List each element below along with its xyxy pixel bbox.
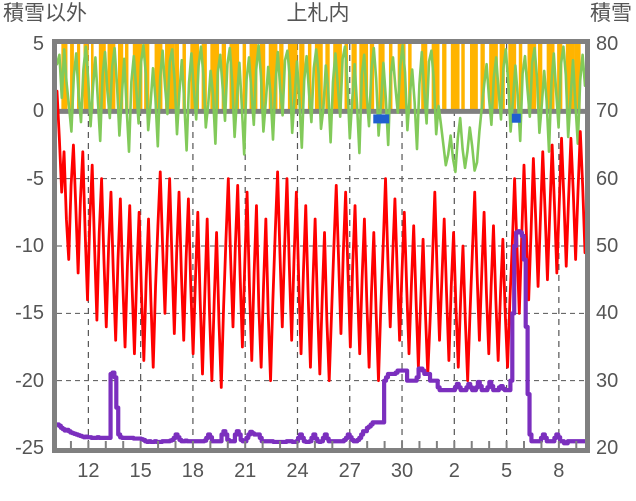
purple-series-line bbox=[57, 229, 585, 446]
right-tick-label: 30 bbox=[596, 369, 619, 392]
right-tick-label: 40 bbox=[596, 302, 619, 325]
green-series-line bbox=[57, 44, 585, 174]
left-tick-label: -15 bbox=[15, 302, 44, 325]
x-tick-label: 8 bbox=[553, 460, 565, 482]
right-axis-title: 積雪 bbox=[590, 2, 632, 25]
right-tick-label: 20 bbox=[596, 437, 619, 459]
right-tick-label: 70 bbox=[596, 100, 619, 123]
plot-area bbox=[52, 39, 590, 453]
x-tick-label: 30 bbox=[390, 460, 414, 482]
x-minor-ticks bbox=[69, 441, 578, 448]
page-title: 上札内 bbox=[286, 2, 350, 25]
x-tick-label: 27 bbox=[338, 460, 361, 482]
x-tick-label: 5 bbox=[501, 460, 513, 482]
x-tick-label: 21 bbox=[234, 460, 257, 482]
x-tick-label: 24 bbox=[286, 460, 309, 482]
left-tick-label: -25 bbox=[15, 437, 44, 459]
left-tick-label: 0 bbox=[32, 100, 44, 123]
left-tick-label: -10 bbox=[15, 235, 44, 257]
left-tick-label: -5 bbox=[26, 167, 44, 190]
left-tick-label: 5 bbox=[32, 33, 44, 55]
x-tick-label: 15 bbox=[129, 460, 152, 482]
right-tick-label: 50 bbox=[596, 235, 619, 257]
red-series-line bbox=[57, 89, 585, 389]
chart-canvas bbox=[57, 44, 585, 448]
x-tick-label: 12 bbox=[77, 460, 100, 482]
right-tick-label: 80 bbox=[596, 33, 619, 55]
chart-svg bbox=[57, 44, 585, 448]
right-tick-label: 60 bbox=[596, 167, 619, 190]
x-tick-label: 2 bbox=[448, 460, 460, 482]
left-tick-label: -20 bbox=[15, 369, 44, 392]
x-tick-label: 18 bbox=[181, 460, 205, 482]
left-axis-title: 積雪以外 bbox=[3, 2, 87, 25]
blue-markers-group bbox=[373, 113, 521, 124]
